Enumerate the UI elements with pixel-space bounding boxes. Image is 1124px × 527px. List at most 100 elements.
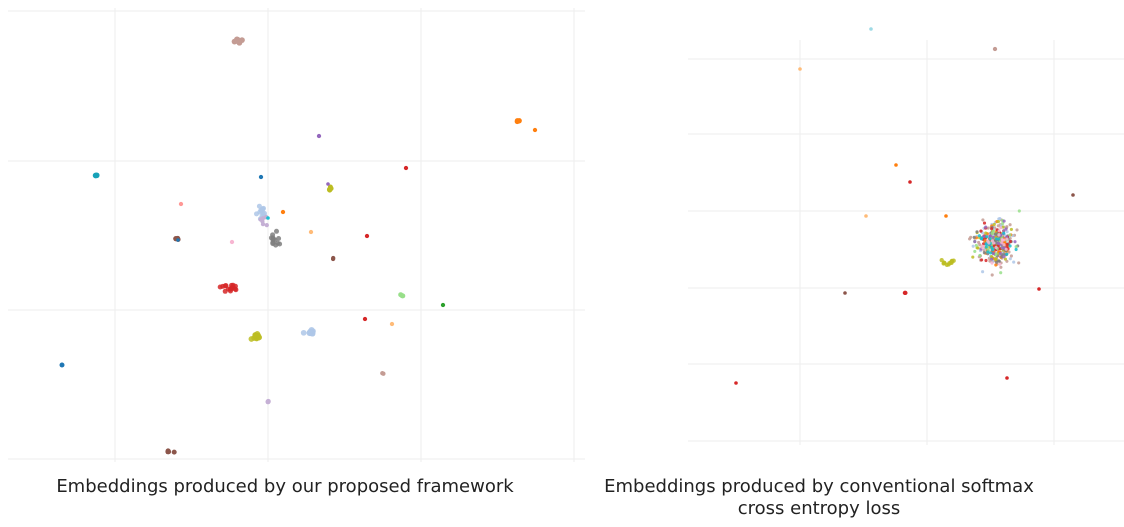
data-point [985, 235, 989, 239]
data-point [993, 232, 997, 236]
data-point [979, 229, 983, 233]
data-point [994, 263, 998, 267]
data-point [990, 245, 994, 249]
data-point [1003, 257, 1007, 261]
data-point [171, 449, 177, 455]
data-point [1014, 247, 1018, 252]
data-point [997, 233, 1001, 237]
data-point [1005, 259, 1009, 263]
left-caption: Embeddings produced by our proposed fram… [56, 476, 514, 497]
right-scatter-plot [688, 27, 1124, 445]
data-point [942, 260, 947, 266]
data-point [1008, 257, 1012, 261]
data-point [997, 259, 1001, 263]
data-point [902, 290, 908, 296]
data-point [864, 214, 868, 218]
data-point [165, 448, 171, 454]
data-point [364, 233, 370, 239]
data-point [984, 242, 988, 246]
data-point [229, 239, 235, 245]
data-point [1009, 227, 1013, 231]
data-point [998, 251, 1002, 255]
data-point [974, 243, 978, 247]
data-point [327, 187, 333, 193]
data-point [998, 262, 1002, 266]
data-point [991, 252, 996, 256]
data-point [1005, 237, 1009, 241]
data-point [331, 255, 336, 261]
data-point [996, 241, 1001, 245]
data-point [972, 235, 976, 239]
data-point [997, 229, 1001, 233]
data-point [308, 229, 314, 235]
data-point [1017, 209, 1021, 213]
data-point [798, 67, 802, 71]
data-point [233, 287, 239, 293]
data-point [975, 246, 979, 250]
data-point [982, 251, 986, 255]
data-point [1002, 231, 1006, 235]
left-gridlines [8, 8, 585, 462]
data-point [996, 220, 1000, 224]
data-point [260, 216, 266, 221]
data-point [178, 201, 184, 207]
data-point [992, 243, 996, 248]
data-point [981, 218, 985, 222]
right-chart-panel: Embeddings produced by conventional soft… [600, 0, 1124, 527]
data-point [988, 237, 992, 241]
data-point [1005, 242, 1009, 247]
data-point [229, 282, 234, 288]
data-point [982, 221, 987, 225]
data-point [274, 228, 279, 234]
data-point [1014, 245, 1018, 249]
data-point [256, 334, 263, 341]
data-point [908, 180, 912, 184]
data-point [1005, 230, 1009, 234]
right-gridlines [688, 40, 1124, 445]
data-point [280, 209, 286, 215]
data-point [992, 222, 996, 227]
data-point [973, 240, 977, 244]
data-point [1002, 229, 1006, 233]
data-point [843, 291, 847, 295]
data-point [990, 261, 994, 265]
data-point [1002, 252, 1006, 256]
data-point [300, 329, 307, 336]
data-point [993, 257, 997, 261]
right-caption: Embeddings produced by conventional soft… [604, 476, 1034, 519]
data-point [1004, 227, 1008, 231]
data-point [988, 234, 992, 238]
data-point [1004, 247, 1008, 251]
data-point [939, 257, 944, 263]
data-point [1015, 228, 1019, 232]
data-point [984, 258, 988, 263]
data-point [1012, 260, 1016, 264]
data-point [265, 398, 271, 404]
data-point [231, 38, 238, 45]
data-point [981, 270, 985, 274]
data-point [381, 371, 386, 376]
data-point [316, 133, 322, 139]
data-point [1071, 193, 1075, 197]
data-point [984, 225, 988, 229]
data-point [258, 174, 264, 180]
data-point [980, 258, 984, 262]
data-point [991, 229, 996, 233]
data-point [973, 249, 977, 253]
data-point [515, 118, 521, 124]
data-point [947, 261, 952, 266]
data-point [997, 237, 1001, 241]
data-point [990, 257, 994, 261]
data-point [990, 227, 994, 231]
data-point [93, 172, 100, 179]
data-point [1000, 241, 1004, 245]
data-point [176, 238, 180, 242]
data-point [248, 336, 255, 342]
data-point [257, 209, 263, 215]
data-point [994, 245, 998, 250]
data-point [968, 237, 972, 241]
data-point [236, 39, 243, 46]
data-point [270, 241, 276, 247]
data-point [987, 241, 991, 245]
data-point [977, 234, 981, 238]
